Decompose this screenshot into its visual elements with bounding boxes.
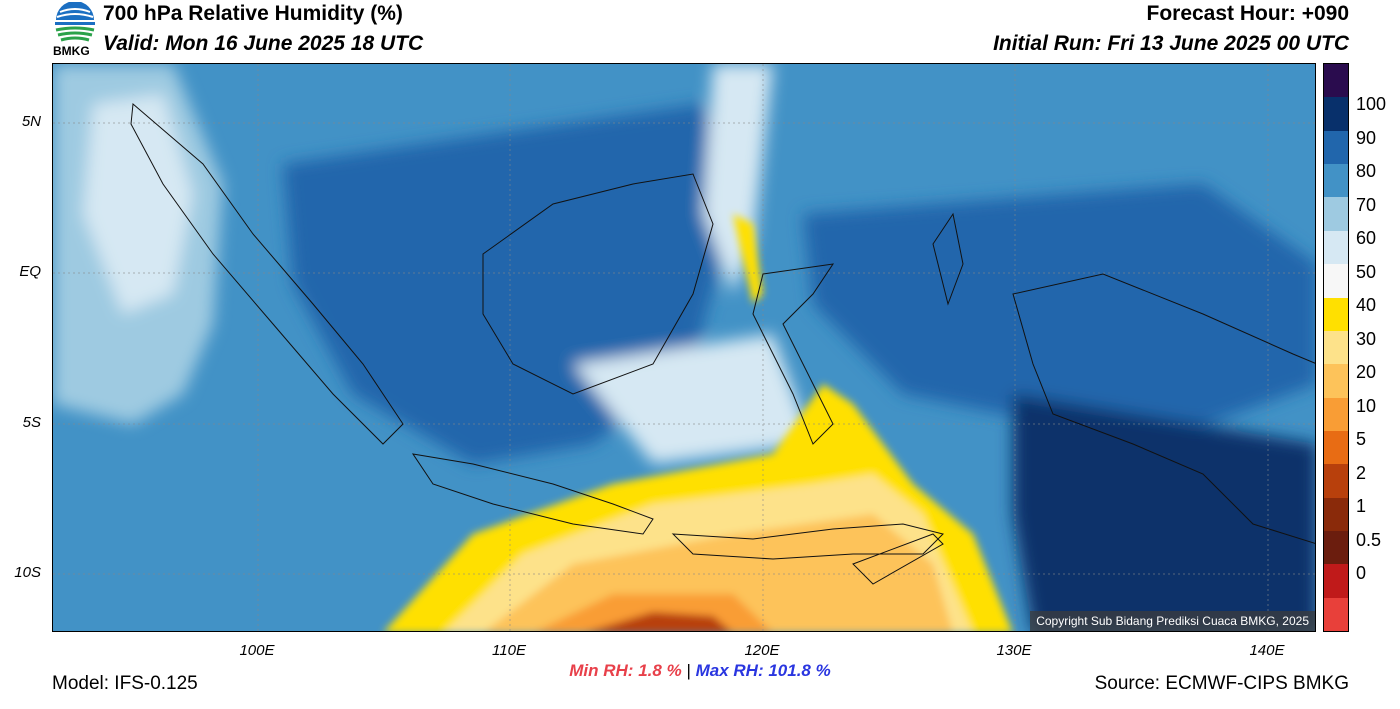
stats-separator: | [686,661,691,680]
forecast-hour: Forecast Hour: +090 [1146,2,1350,25]
max-rh-value: 101.8 % [768,661,831,680]
colorbar-swatch [1324,64,1348,98]
colorbar-label: 30 [1356,328,1377,349]
colorbar-label: 50 [1356,261,1377,282]
lat-label-eq: EQ [19,263,41,280]
lon-label-120e: 120E [744,642,780,659]
colorbar-swatch [1324,464,1348,498]
colorbar-swatch [1324,597,1348,632]
lon-label-100e: 100E [239,642,275,659]
humidity-map: Copyright Sub Bidang Prediksi Cuaca BMKG… [52,63,1316,632]
map-title: 700 hPa Relative Humidity (%) [103,2,403,25]
colorbar-swatch [1324,397,1348,431]
colorbar-label: 2 [1356,462,1367,483]
coastline-borneo [482,173,714,395]
colorbar-label: 100 [1356,94,1387,115]
colorbar-swatch [1324,364,1348,398]
pale-band-north [703,64,773,294]
coastline-nusa-tenggara [671,523,944,560]
colorbar-swatch [1324,531,1348,565]
rh-stats: Min RH: 1.8 % | Max RH: 101.8 % [0,661,1400,681]
colorbar-label: 60 [1356,228,1377,249]
initial-run: Initial Run: Fri 13 June 2025 00 UTC [993,32,1349,55]
colorbar-swatch [1324,297,1348,331]
colorbar-label: 0.5 [1356,529,1382,550]
lon-label-140e: 140E [1249,642,1285,659]
colorbar-swatch [1324,264,1348,298]
min-rh-value: 1.8 % [638,661,682,680]
colorbar-label: 0 [1356,563,1367,584]
lat-label-5n: 5N [21,113,41,130]
lon-label-110e: 110E [492,642,526,659]
min-rh-label: Min RH: [569,661,634,680]
colorbar-label: 5 [1356,429,1367,450]
coastline-papua [1012,273,1315,544]
lon-label-130e: 130E [996,642,1032,659]
lat-label-10s: 10S [14,564,41,581]
max-rh-label: Max RH: [695,661,764,680]
lat-label-5s: 5S [22,414,41,431]
driest-core [589,612,731,631]
coastline-java [411,453,654,535]
coastline-sulawesi [752,263,835,445]
very-moist-southeast [1013,394,1315,631]
colorbar-label: 40 [1356,295,1377,316]
colorbar-swatch [1324,130,1348,165]
colorbar-label: 90 [1356,127,1377,148]
colorbar-label: 20 [1356,362,1377,383]
valid-time: Valid: Mon 16 June 2025 18 UTC [103,32,424,55]
colorbar-swatch [1324,430,1348,465]
colorbar-swatch [1324,197,1348,231]
colorbar-label: 80 [1356,161,1377,182]
colorbar-swatch [1324,97,1348,131]
coastline-halmahera [932,212,964,306]
logo-text: BMKG [53,44,90,58]
bmkg-logo-icon [55,2,95,42]
coastline-timor [852,533,944,585]
colorbar-label: 1 [1356,496,1367,517]
colorbar-swatch [1324,164,1348,198]
colorbar-swatch [1324,330,1348,365]
pale-band-java-sea [573,334,813,464]
colorbar-label: 10 [1356,395,1377,416]
copyright-notice: Copyright Sub Bidang Prediksi Cuaca BMKG… [1030,611,1315,631]
colorbar [1323,63,1349,632]
moist-band-east [803,184,1315,444]
colorbar-swatch [1324,497,1348,532]
colorbar-swatch [1324,564,1348,598]
very-dry-west [83,94,193,314]
source-label: Source: ECMWF-CIPS BMKG [1094,673,1349,694]
dry-strip-sulawesi [733,214,763,304]
coastline-sumatra [130,102,404,445]
colorbar-swatch [1324,230,1348,265]
colorbar-label: 70 [1356,194,1377,215]
model-label: Model: IFS-0.125 [52,673,198,694]
